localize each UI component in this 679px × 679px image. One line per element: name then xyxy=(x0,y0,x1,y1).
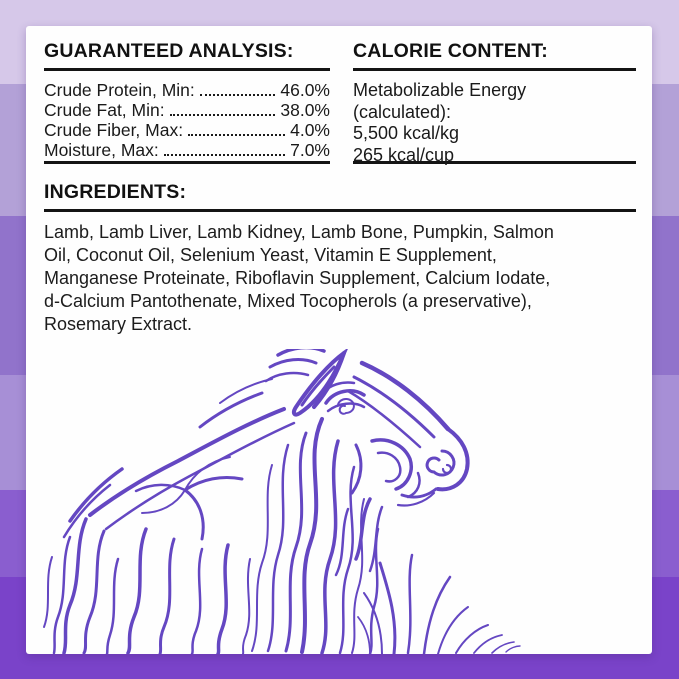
analysis-value: 38.0% xyxy=(280,100,330,120)
analysis-label: Moisture, Max: xyxy=(44,140,159,160)
analysis-row: Crude Fiber, Max: 4.0% xyxy=(44,120,330,140)
leader-dots xyxy=(188,134,286,136)
analysis-value: 4.0% xyxy=(290,120,330,140)
analysis-label: Crude Fat, Min: xyxy=(44,100,165,120)
top-columns: GUARANTEED ANALYSIS: Crude Protein, Min:… xyxy=(44,40,636,165)
leader-dots xyxy=(163,154,286,156)
analysis-label: Crude Protein, Min: xyxy=(44,80,195,100)
analysis-row: Crude Protein, Min: 46.0% xyxy=(44,80,330,100)
lamb-icon xyxy=(43,349,521,654)
nutrition-label: GUARANTEED ANALYSIS: Crude Protein, Min:… xyxy=(26,26,652,654)
analysis-value: 46.0% xyxy=(280,80,330,100)
ingredients-section: INGREDIENTS: Lamb, Lamb Liver, Lamb Kidn… xyxy=(44,181,636,336)
analysis-value: 7.0% xyxy=(290,140,330,160)
leader-dots xyxy=(199,94,276,96)
guaranteed-analysis-table: Crude Protein, Min: 46.0% Crude Fat, Min… xyxy=(44,71,330,161)
calorie-content-section: CALORIE CONTENT: Metabolizable Energy (c… xyxy=(353,40,636,165)
calorie-content-text: Metabolizable Energy (calculated): 5,500… xyxy=(353,80,527,165)
calorie-content-title: CALORIE CONTENT: xyxy=(353,40,636,71)
guaranteed-analysis-title: GUARANTEED ANALYSIS: xyxy=(44,40,330,71)
analysis-row: Moisture, Max: 7.0% xyxy=(44,140,330,160)
guaranteed-analysis-section: GUARANTEED ANALYSIS: Crude Protein, Min:… xyxy=(44,40,330,164)
ingredients-text: Lamb, Lamb Liver, Lamb Kidney, Lamb Bone… xyxy=(44,222,554,334)
analysis-label: Crude Fiber, Max: xyxy=(44,120,184,140)
ingredients-title: INGREDIENTS: xyxy=(44,181,636,212)
lamb-line-art-illustration xyxy=(26,349,652,654)
analysis-row: Crude Fat, Min: 38.0% xyxy=(44,100,330,120)
leader-dots xyxy=(169,114,276,116)
